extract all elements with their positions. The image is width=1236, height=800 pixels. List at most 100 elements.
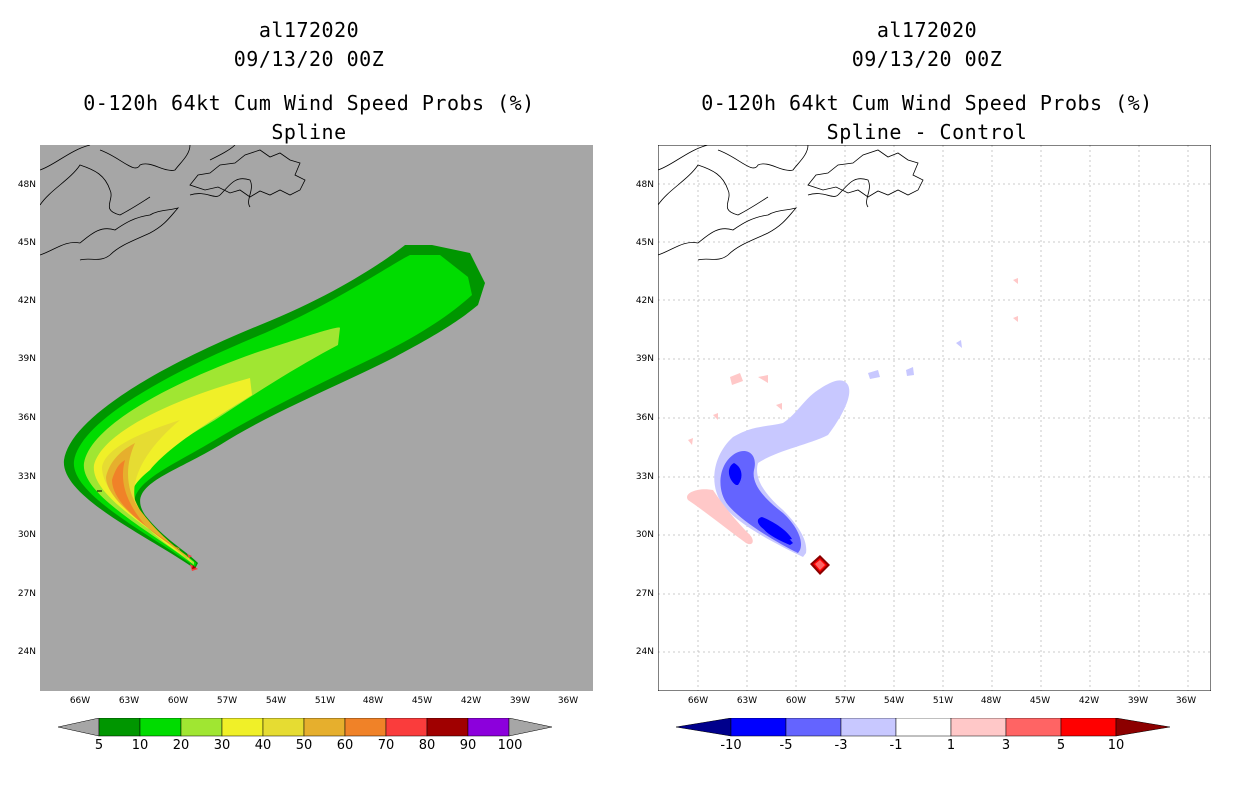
lat-label: 42N	[17, 296, 36, 306]
colorbar-label: -5	[779, 738, 793, 753]
lat-label: 27N	[17, 589, 36, 599]
lon-label: 63W	[736, 696, 758, 706]
lat-label: 39N	[17, 354, 36, 364]
lat-label: 24N	[17, 647, 36, 657]
subtitle: Spline - Control	[826, 120, 1028, 144]
colorbar-label: 5	[94, 738, 104, 753]
lon-label: 66W	[69, 696, 91, 706]
left-panel: al172020 09/13/20 00Z 0-120h 64kt Cum Wi…	[17, 18, 593, 753]
lon-label: 42W	[460, 696, 482, 706]
lon-label: 66W	[687, 696, 709, 706]
lon-label: 57W	[834, 696, 856, 706]
lat-label: 36N	[635, 413, 654, 423]
diff-minus-5b	[757, 517, 792, 540]
colorbar-swatch	[1060, 718, 1117, 737]
lat-label: 45N	[635, 238, 654, 248]
difference-map	[658, 145, 1211, 691]
lat-label: 33N	[635, 472, 654, 482]
colorbar-swatch	[385, 718, 428, 737]
lat-label: 42N	[635, 296, 654, 306]
coastline	[658, 145, 924, 261]
subtitle: Spline	[271, 120, 347, 144]
colorbar-label: 1	[946, 738, 956, 753]
lat-label: 39N	[635, 354, 654, 364]
lat-label: 48N	[17, 180, 36, 190]
colorbar-label: 10	[131, 738, 149, 753]
lon-label: 39W	[509, 696, 531, 706]
colorbar-swatch	[139, 718, 182, 737]
colorbar-label: -10	[720, 738, 742, 753]
lat-label: 30N	[17, 530, 36, 540]
colorbar-swatch	[98, 718, 141, 737]
diff-plus-1	[687, 489, 753, 545]
colorbar-label: 90	[459, 738, 477, 753]
lon-label: 51W	[932, 696, 954, 706]
diff-plus-3	[815, 560, 825, 570]
colorbar-swatch	[730, 718, 787, 737]
lon-label: 63W	[118, 696, 140, 706]
colorbar-swatch	[1005, 718, 1062, 737]
colorbar-swatch	[785, 718, 842, 737]
lon-label: 42W	[1078, 696, 1100, 706]
storm-id-title: al172020	[258, 18, 360, 42]
colorbar-left	[58, 718, 553, 737]
grid-lines	[658, 145, 1211, 691]
colorbar-label: 80	[418, 738, 436, 753]
date-title: 09/13/20 00Z	[851, 47, 1003, 71]
colorbar-label: -1	[889, 738, 903, 753]
diff-minus-1b	[868, 340, 962, 379]
product-title: 0-120h 64kt Cum Wind Speed Probs (%)	[83, 91, 535, 115]
lon-label: 36W	[557, 696, 579, 706]
lon-label: 54W	[883, 696, 905, 706]
colorbar-swatch	[467, 718, 510, 737]
lon-label: 48W	[980, 696, 1002, 706]
colorbar-label: 20	[172, 738, 190, 753]
colorbar-label: 100	[497, 738, 523, 753]
contour-50	[106, 443, 188, 559]
colorbar-swatch	[344, 718, 387, 737]
colorbar-right	[676, 718, 1171, 737]
lon-label: 51W	[314, 696, 336, 706]
lon-label: 54W	[265, 696, 287, 706]
colorbar-label: 5	[1056, 738, 1066, 753]
colorbar-label: 3	[1001, 738, 1011, 753]
colorbar-swatch	[426, 718, 469, 737]
colorbar-swatch	[840, 718, 897, 737]
lon-label: 45W	[1029, 696, 1051, 706]
contour-30	[93, 378, 252, 563]
colorbar-label: 30	[213, 738, 231, 753]
lat-label: 30N	[635, 530, 654, 540]
contour-80	[192, 565, 196, 569]
probability-map	[40, 145, 593, 691]
lon-label: 60W	[785, 696, 807, 706]
lat-label: 45N	[17, 238, 36, 248]
colorbar-label: -3	[834, 738, 848, 753]
colorbar-low-arrow	[58, 718, 100, 737]
lat-label: 48N	[635, 180, 654, 190]
coastline	[40, 145, 306, 261]
contour-10	[73, 255, 472, 567]
lon-label: 57W	[216, 696, 238, 706]
colorbar-swatch	[221, 718, 264, 737]
colorbar-label: 50	[295, 738, 313, 753]
colorbar-low-arrow	[676, 718, 732, 737]
lat-label: 33N	[17, 472, 36, 482]
lat-label: 24N	[635, 647, 654, 657]
lat-label: 27N	[635, 589, 654, 599]
right-panel: al172020 09/13/20 00Z 0-120h 64kt Cum Wi…	[618, 0, 1236, 800]
colorbar-label: 60	[336, 738, 354, 753]
colorbar-swatch	[180, 718, 223, 737]
lon-label: 60W	[167, 696, 189, 706]
colorbar-high-arrow	[508, 718, 553, 737]
colorbar-swatch	[895, 718, 952, 737]
date-title: 09/13/20 00Z	[233, 47, 385, 71]
diff-plus-1c	[1013, 278, 1018, 322]
product-title: 0-120h 64kt Cum Wind Speed Probs (%)	[701, 91, 1153, 115]
lon-label: 39W	[1127, 696, 1149, 706]
colorbar-swatch	[303, 718, 346, 737]
contour-60	[112, 460, 180, 550]
lon-label: 36W	[1175, 696, 1197, 706]
colorbar-label: 10	[1107, 738, 1125, 753]
colorbar-swatch	[262, 718, 305, 737]
lon-label: 48W	[362, 696, 384, 706]
